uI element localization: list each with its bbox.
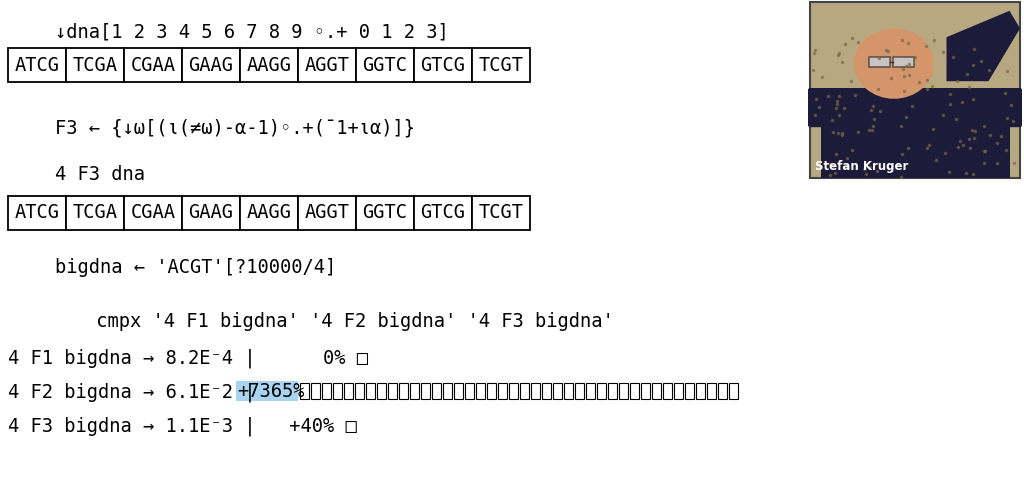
Bar [509,383,518,399]
Text: +7365%: +7365% [237,382,304,401]
Bar [356,196,414,230]
Bar [695,383,706,399]
Bar [298,196,356,230]
Text: TCGA: TCGA [73,55,118,75]
Bar [421,383,430,399]
Bar [333,383,342,399]
Text: ATCG: ATCG [14,204,59,222]
Bar [630,383,639,399]
Bar [868,56,890,67]
Text: CGAA: CGAA [130,204,175,222]
Bar [300,383,309,399]
Text: Stefan Kruger: Stefan Kruger [815,160,908,173]
Text: 4 F3 dna: 4 F3 dna [55,165,145,184]
Bar [8,196,66,230]
Text: 4 F2 bigdna → 6.1E⁻2 |: 4 F2 bigdna → 6.1E⁻2 | [8,382,266,402]
Bar [431,383,441,399]
Text: 4 F1 bigdna → 8.2E⁻4 |      0% □: 4 F1 bigdna → 8.2E⁻4 | 0% □ [8,348,368,368]
Text: TCGA: TCGA [73,204,118,222]
Bar [410,383,419,399]
Bar [597,383,606,399]
Bar [310,383,321,399]
Bar [472,48,530,82]
Bar [607,383,617,399]
Bar [8,48,66,82]
Bar [820,94,1010,178]
Text: 4 F3 bigdna → 1.1E⁻3 |   +40% □: 4 F3 bigdna → 1.1E⁻3 | +40% □ [8,416,356,435]
Bar [66,48,124,82]
Text: AAGG: AAGG [247,55,292,75]
Text: ↓dna[1 2 3 4 5 6 7 8 9 ◦.+ 0 1 2 3]: ↓dna[1 2 3 4 5 6 7 8 9 ◦.+ 0 1 2 3] [55,22,449,41]
Bar [486,383,496,399]
Bar [298,48,356,82]
Text: cmpx '4 F1 bigdna' '4 F2 bigdna' '4 F3 bigdna': cmpx '4 F1 bigdna' '4 F2 bigdna' '4 F3 b… [40,312,613,331]
Bar [240,196,298,230]
Bar [586,383,595,399]
Text: GAAG: GAAG [188,204,233,222]
Bar [574,383,584,399]
Text: AGGT: AGGT [304,204,349,222]
Bar [124,196,182,230]
Bar [356,48,414,82]
Text: GAAG: GAAG [188,55,233,75]
Bar [182,196,240,230]
Bar [387,383,397,399]
Bar [618,383,628,399]
Bar [66,196,124,230]
Bar [563,383,573,399]
Bar [366,383,375,399]
Text: CGAA: CGAA [130,55,175,75]
Bar [893,56,913,67]
Text: GGTC: GGTC [362,55,408,75]
Bar [651,383,662,399]
Text: TCGT: TCGT [478,204,523,222]
Bar [454,383,463,399]
FancyBboxPatch shape [808,88,1022,127]
Bar [414,196,472,230]
Bar [684,383,694,399]
Bar [240,48,298,82]
Bar [442,383,452,399]
Text: AGGT: AGGT [304,55,349,75]
Bar [718,383,727,399]
Polygon shape [946,11,1020,81]
Bar [728,383,738,399]
Bar [519,383,529,399]
Bar [124,48,182,82]
Bar [377,383,386,399]
Bar [663,383,672,399]
Text: GTCG: GTCG [421,204,466,222]
Bar [810,2,1020,178]
Bar [707,383,716,399]
Bar [641,383,650,399]
Bar [182,48,240,82]
Bar [343,383,353,399]
Text: TCGT: TCGT [478,55,523,75]
Text: ATCG: ATCG [14,55,59,75]
Bar [498,383,507,399]
Text: bigdna ← 'ACGT'[?10000/4]: bigdna ← 'ACGT'[?10000/4] [55,258,336,277]
Bar [530,383,540,399]
Bar [542,383,551,399]
Bar [322,383,331,399]
Bar [354,383,365,399]
Text: GTCG: GTCG [421,55,466,75]
Bar [398,383,408,399]
Bar [414,48,472,82]
Text: AAGG: AAGG [247,204,292,222]
Bar [236,381,298,401]
Text: GGTC: GGTC [362,204,408,222]
Bar [472,196,530,230]
Bar [465,383,474,399]
Bar [475,383,485,399]
Text: F3 ← {↓ω[(ι(≠ω)-α-1)◦.+(¯1+ια)]}: F3 ← {↓ω[(ι(≠ω)-α-1)◦.+(¯1+ια)]} [55,118,415,137]
Bar [553,383,562,399]
Bar [674,383,683,399]
Ellipse shape [854,28,934,99]
